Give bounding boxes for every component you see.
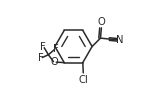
Text: Cl: Cl [79,75,89,85]
Text: N: N [116,35,123,45]
Text: F: F [40,42,45,52]
Text: F: F [38,53,44,63]
Text: O: O [51,57,59,67]
Text: O: O [98,16,106,27]
Text: F: F [53,44,59,54]
